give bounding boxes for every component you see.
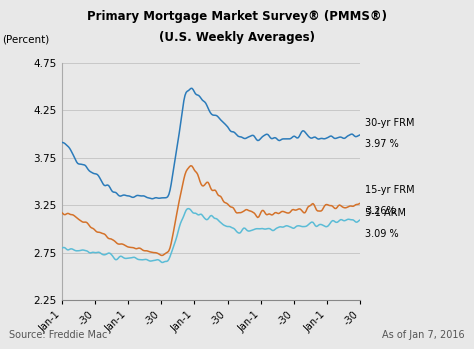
Text: (U.S. Weekly Averages): (U.S. Weekly Averages) <box>159 31 315 44</box>
Text: As of Jan 7, 2016: As of Jan 7, 2016 <box>382 330 465 340</box>
Text: 3.09 %: 3.09 % <box>365 229 399 239</box>
Text: (Percent): (Percent) <box>2 35 50 45</box>
Text: 3.97 %: 3.97 % <box>365 139 399 149</box>
Text: 5-1 ARM: 5-1 ARM <box>365 208 406 218</box>
Text: Primary Mortgage Market Survey® (PMMS®): Primary Mortgage Market Survey® (PMMS®) <box>87 10 387 23</box>
Text: Source: Freddie Mac: Source: Freddie Mac <box>9 330 108 340</box>
Text: 30-yr FRM: 30-yr FRM <box>365 118 414 128</box>
Text: 15-yr FRM: 15-yr FRM <box>365 185 415 195</box>
Text: 3.26%: 3.26% <box>365 206 396 216</box>
